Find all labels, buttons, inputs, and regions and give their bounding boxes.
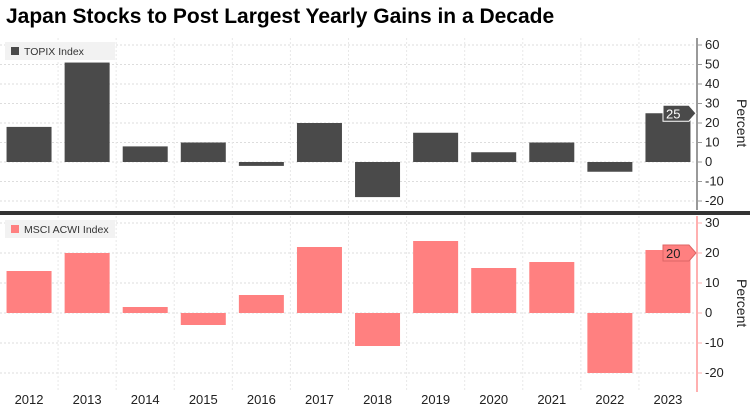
bar-2019 — [413, 132, 459, 162]
bar-2012 — [6, 271, 52, 313]
y-axis-label: Percent — [734, 279, 750, 327]
bar-2020 — [471, 152, 517, 162]
last-value-label: 20 — [666, 246, 680, 261]
x-tick-label: 2021 — [537, 392, 566, 407]
y-tick-label: 20 — [705, 115, 719, 130]
y-tick-label: 10 — [705, 275, 719, 290]
x-tick-label: 2016 — [247, 392, 276, 407]
x-tick-label: 2019 — [421, 392, 450, 407]
x-tick-label: 2012 — [15, 392, 44, 407]
y-tick-label: -20 — [705, 193, 724, 208]
bar-2012 — [6, 126, 52, 162]
bar-2014 — [122, 146, 168, 162]
y-tick-label: 50 — [705, 57, 719, 72]
y-tick-label: 30 — [705, 215, 719, 230]
y-tick-label: -20 — [705, 365, 724, 380]
y-tick-label: 0 — [705, 305, 712, 320]
y-tick-label: 10 — [705, 135, 719, 150]
legend-swatch — [11, 225, 19, 233]
bar-2022 — [587, 162, 633, 172]
x-tick-label: 2023 — [653, 392, 682, 407]
y-tick-label: -10 — [705, 174, 724, 189]
x-tick-label: 2022 — [595, 392, 624, 407]
x-tick-label: 2014 — [131, 392, 160, 407]
x-tick-label: 2017 — [305, 392, 334, 407]
last-value-tag — [662, 244, 697, 262]
last-value-label: 25 — [666, 106, 680, 121]
legend-swatch — [11, 47, 19, 55]
bar-2022 — [587, 313, 633, 373]
bar-2015 — [180, 142, 226, 162]
bar-2017 — [296, 247, 342, 313]
bar-2018 — [355, 162, 401, 198]
x-tick-label: 2013 — [73, 392, 102, 407]
y-axis-label: Percent — [734, 99, 750, 147]
x-tick-label: 2015 — [189, 392, 218, 407]
y-tick-label: 20 — [705, 245, 719, 260]
bar-2021 — [529, 142, 575, 162]
legend-label: TOPIX Index — [24, 46, 85, 58]
y-tick-label: 30 — [705, 96, 719, 111]
bar-2016 — [238, 162, 284, 166]
panel-divider — [0, 211, 750, 215]
bar-2013 — [64, 253, 110, 313]
y-tick-label: -10 — [705, 335, 724, 350]
bar-2014 — [122, 307, 168, 313]
bar-2015 — [180, 313, 226, 325]
bar-2018 — [355, 313, 401, 346]
bar-2016 — [238, 295, 284, 313]
y-tick-label: 60 — [705, 37, 719, 52]
y-tick-label: 40 — [705, 76, 719, 91]
legend-label: MSCI ACWI Index — [24, 224, 109, 236]
x-tick-label: 2018 — [363, 392, 392, 407]
bar-2019 — [413, 241, 459, 313]
bar-2017 — [296, 123, 342, 162]
last-value-tag — [662, 104, 697, 122]
bar-2020 — [471, 268, 517, 313]
x-tick-label: 2020 — [479, 392, 508, 407]
y-tick-label: 0 — [705, 154, 712, 169]
bar-2013 — [64, 62, 110, 162]
bar-2021 — [529, 262, 575, 313]
chart-title: Japan Stocks to Post Largest Yearly Gain… — [6, 5, 555, 28]
legend-box — [5, 220, 115, 238]
legend-box — [5, 42, 115, 60]
